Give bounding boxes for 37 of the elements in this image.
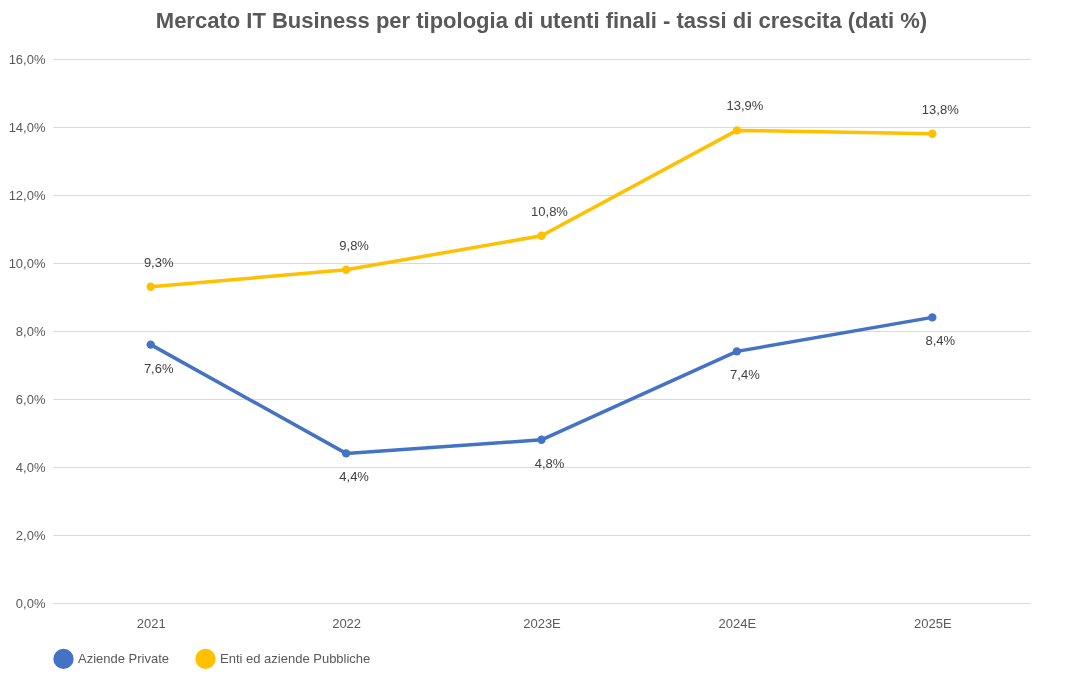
y-tick-label: 12,0%: [8, 187, 46, 203]
x-tick-label: 2023E: [523, 615, 562, 631]
point: [146, 340, 155, 349]
chart-title: Mercato IT Business per tipologia di utenti finali - tassi di crescita (dati %): [155, 8, 928, 33]
point: [341, 449, 351, 458]
y-tick-label: 2,0%: [15, 527, 46, 543]
y-tick-label: 8,0%: [15, 323, 46, 339]
y-tick-label: 0,0%: [15, 595, 46, 611]
data-label: 13,9%: [726, 98, 764, 114]
data-label: 10,8%: [531, 203, 569, 219]
data-label: 4,4%: [339, 469, 370, 485]
legend-label: Enti ed aziende Pubbliche: [220, 650, 371, 666]
x-tick-label: 2025E: [914, 615, 952, 631]
y-tick-label: 6,0%: [15, 391, 46, 407]
data-label: 13,8%: [921, 101, 960, 117]
point: [537, 231, 546, 240]
point: [732, 347, 742, 356]
data-label: 7,4%: [730, 367, 761, 383]
x-tick-label: 2022: [332, 615, 362, 631]
point: [341, 265, 351, 274]
x-tick-label: 2024E: [718, 615, 757, 631]
point: [732, 126, 742, 135]
y-tick-label: 10,0%: [8, 255, 46, 271]
x-tick-label: 2021: [136, 615, 166, 631]
point: [928, 313, 937, 322]
data-label: 7,6%: [143, 360, 174, 376]
legend-label: Aziende Private: [78, 650, 170, 666]
point: [537, 435, 546, 444]
y-tick-label: 14,0%: [8, 119, 46, 135]
y-tick-label: 4,0%: [15, 459, 46, 475]
data-label: 8,4%: [925, 333, 956, 349]
y-tick-label: 16,0%: [8, 51, 46, 67]
point: [146, 282, 155, 291]
data-label: 9,8%: [339, 237, 370, 253]
data-label: 4,8%: [534, 455, 565, 471]
data-label: 9,3%: [143, 254, 174, 270]
point: [928, 129, 937, 138]
